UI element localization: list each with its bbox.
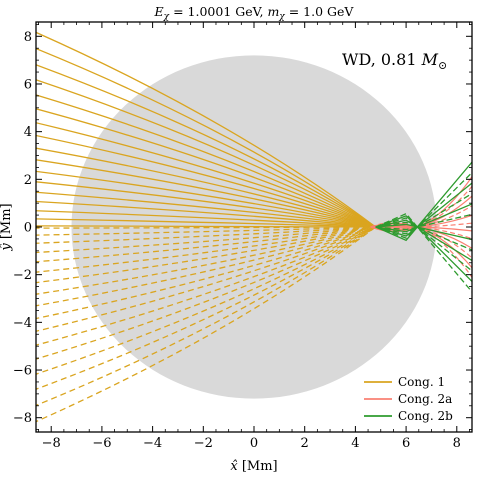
y-tick-label: −4 (13, 316, 32, 331)
cong1-dashed-trajectory (36, 226, 376, 284)
x-tick-label: 6 (402, 436, 410, 451)
star-annotation: WD, 0.81 M⊙ (342, 50, 447, 72)
y-tick-label: 0 (24, 221, 32, 236)
legend-label-cong1: Cong. 1 (398, 375, 445, 389)
x-tick-label: −8 (42, 436, 61, 451)
cong1-dashed-trajectory (36, 226, 376, 307)
cong1-trajectory (36, 147, 376, 228)
cong1-trajectory (36, 181, 376, 228)
cong1-trajectory (36, 200, 376, 228)
cong1-dashed-trajectory (36, 226, 376, 295)
cong2b-trajectory (375, 223, 472, 241)
cong1-trajectory (36, 191, 376, 228)
x-tick-label: 8 (453, 436, 461, 451)
cong1-trajectory (36, 94, 376, 228)
x-tick-label: −2 (194, 436, 213, 451)
cong1-trajectory (36, 159, 376, 228)
cong1-dashed-trajectory (36, 226, 376, 346)
cong1-trajectory (36, 170, 376, 228)
cong1-trajectory (36, 108, 376, 228)
cong1-trajectory (36, 210, 376, 228)
x-tick-label: 2 (301, 436, 309, 451)
y-tick-label: 8 (24, 30, 32, 45)
y-axis-label: ŷ [Mm] (0, 203, 14, 251)
cong1-trajectories (36, 31, 377, 423)
y-tick-label: −8 (13, 411, 32, 426)
cong1-dashed-trajectory (36, 226, 377, 390)
cong1-dashed-trajectory (36, 226, 376, 254)
y-axis-ticks: −8 −6 −4 −2 0 2 4 6 8 (13, 23, 472, 431)
legend: Cong. 1 Cong. 2a Cong. 2b (364, 375, 453, 423)
x-tick-label: 0 (250, 436, 258, 451)
cong2b-trajectory (375, 192, 472, 235)
cong1-dashed-trajectory (36, 226, 377, 423)
cong1-dashed-trajectory (36, 226, 376, 229)
cong1-trajectory (36, 122, 376, 228)
cong1-trajectory (36, 47, 377, 228)
cong2b-trajectory (375, 171, 472, 239)
x-tick-label: −4 (143, 436, 162, 451)
cong2b-trajectory (375, 161, 472, 242)
y-tick-label: 4 (24, 125, 32, 140)
x-tick-label: 4 (351, 436, 359, 451)
cong1-dashed-trajectory (36, 226, 376, 273)
cong2b-trajectory (375, 212, 472, 293)
cong1-trajectory (36, 134, 376, 228)
cong1-dashed-trajectory (36, 226, 376, 332)
cong2b-trajectory (375, 221, 472, 251)
cong2b-trajectory (375, 182, 472, 237)
cong1-dashed-trajectory (36, 226, 376, 320)
cong2b-trajectory (375, 219, 472, 262)
cong1-trajectory (36, 31, 377, 228)
cong1-dashed-trajectory (36, 226, 376, 360)
y-tick-label: −6 (13, 364, 32, 379)
cong1-trajectory (36, 79, 376, 228)
cong2b-trajectory (375, 203, 472, 233)
cong1-dashed-trajectory (36, 226, 376, 375)
x-axis-ticks: −8 −6 −4 −2 0 2 4 6 8 (38, 22, 470, 451)
legend-label-cong2a: Cong. 2a (398, 392, 452, 406)
cong2b-trajectory (375, 215, 472, 283)
cong1-trajectory (36, 218, 376, 228)
y-tick-label: 6 (24, 77, 32, 92)
cong1-dashed-trajectory (36, 226, 376, 236)
y-tick-label: 2 (24, 173, 32, 188)
cong1-dashed-trajectory (36, 226, 376, 263)
cong1-trajectory (36, 64, 377, 228)
cong2b-trajectory (375, 213, 472, 231)
cong2b-trajectories (375, 161, 472, 293)
y-tick-label: −2 (13, 268, 32, 283)
x-tick-label: −6 (92, 436, 111, 451)
chart-title: Eχ = 1.0001 GeV, mχ = 1.0 GeV (154, 4, 355, 22)
x-axis-label: x̂ [Mm] (230, 459, 277, 474)
legend-label-cong2b: Cong. 2b (398, 409, 453, 423)
cong1-dashed-trajectory (36, 226, 376, 244)
cong2b-trajectory (375, 217, 472, 272)
